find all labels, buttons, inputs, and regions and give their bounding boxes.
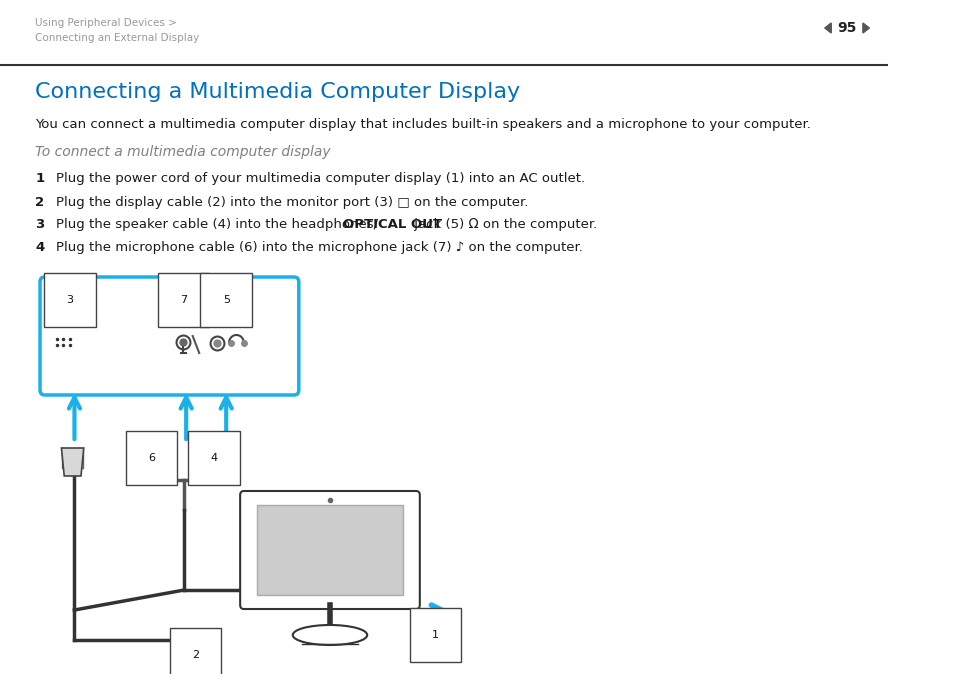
Text: Plug the microphone cable (6) into the microphone jack (7) ♪ on the computer.: Plug the microphone cable (6) into the m…	[56, 241, 582, 254]
Bar	[62, 450, 83, 468]
Polygon shape	[823, 23, 830, 33]
Text: To connect a multimedia computer display: To connect a multimedia computer display	[35, 145, 331, 159]
Text: 6: 6	[148, 453, 155, 463]
Ellipse shape	[293, 625, 367, 645]
Text: 2: 2	[192, 650, 199, 660]
Text: Using Peripheral Devices >: Using Peripheral Devices >	[35, 18, 177, 28]
Bar	[84, 333, 100, 347]
FancyBboxPatch shape	[240, 491, 419, 609]
Text: jack (5) Ω on the computer.: jack (5) Ω on the computer.	[409, 218, 597, 231]
Text: Connecting an External Display: Connecting an External Display	[35, 33, 199, 43]
Text: 4: 4	[211, 453, 217, 463]
Text: 7: 7	[179, 295, 187, 305]
Text: 2: 2	[35, 196, 45, 209]
Text: OPTICAL OUT: OPTICAL OUT	[342, 218, 441, 231]
Text: Plug the display cable (2) into the monitor port (3) □ on the computer.: Plug the display cable (2) into the moni…	[56, 196, 528, 209]
FancyBboxPatch shape	[40, 277, 298, 395]
Text: Plug the speaker cable (4) into the headphones/: Plug the speaker cable (4) into the head…	[56, 218, 377, 231]
Bar	[256, 505, 402, 595]
Text: Connecting a Multimedia Computer Display: Connecting a Multimedia Computer Display	[35, 82, 520, 102]
Polygon shape	[862, 23, 868, 33]
Text: 3: 3	[35, 218, 45, 231]
Text: You can connect a multimedia computer display that includes built-in speakers an: You can connect a multimedia computer di…	[35, 118, 810, 131]
FancyBboxPatch shape	[51, 332, 73, 350]
Text: Plug the power cord of your multimedia computer display (1) into an AC outlet.: Plug the power cord of your multimedia c…	[56, 172, 584, 185]
Text: 1: 1	[35, 172, 45, 185]
Text: 4: 4	[35, 241, 45, 254]
Polygon shape	[61, 448, 84, 476]
Text: 1: 1	[432, 630, 438, 640]
Text: 5: 5	[222, 295, 230, 305]
Text: 3: 3	[67, 295, 73, 305]
Text: 95: 95	[837, 21, 856, 35]
